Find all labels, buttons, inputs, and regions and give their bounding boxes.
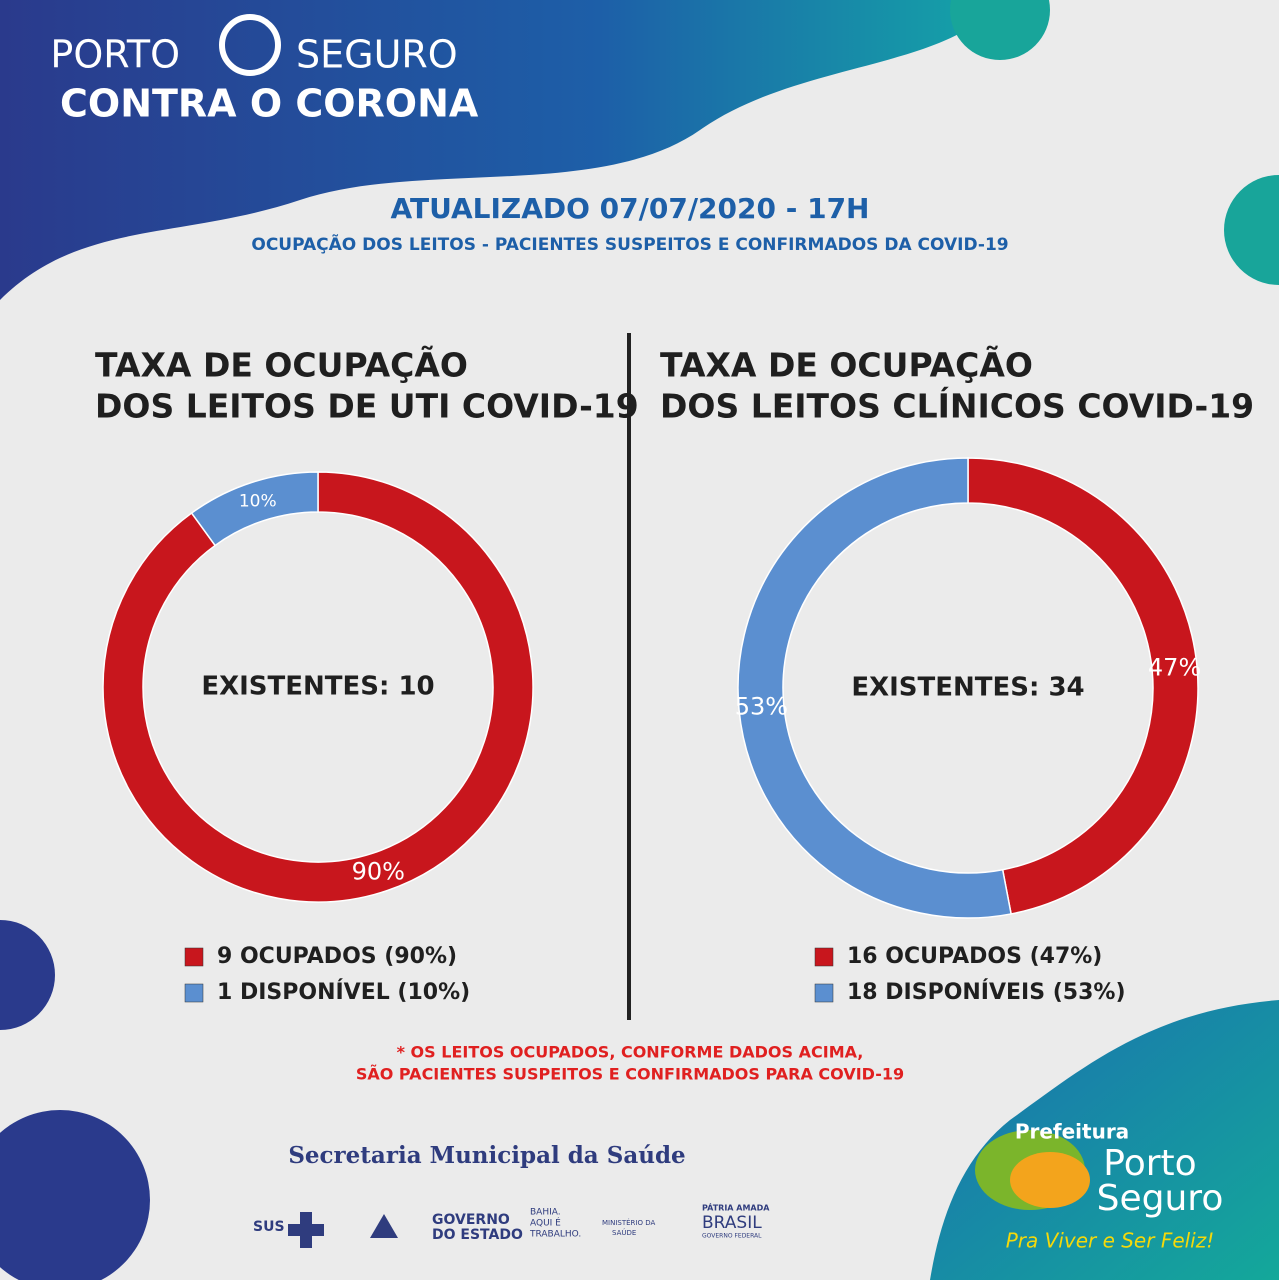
- logo-text: GOVERNO FEDERAL: [702, 1233, 762, 1240]
- legend-label: 1 DISPONÍVEL (10%): [217, 979, 470, 1005]
- data-label: 53%: [735, 693, 788, 721]
- center-label: EXISTENTES: 34: [851, 673, 1084, 703]
- legend-swatch: [814, 983, 834, 1003]
- legend-swatch: [814, 947, 834, 967]
- brand: SEGURO: [296, 33, 458, 77]
- logo-text: PÁTRIA AMADA: [702, 1202, 770, 1213]
- chart-title: TAXA DE OCUPAÇÃO: [660, 345, 1033, 385]
- footer-wave: [930, 1000, 1279, 1280]
- logo-text: BAHIA.: [530, 1208, 561, 1218]
- prefeitura-name: Seguro: [1097, 1178, 1224, 1219]
- donut-segment: [737, 457, 1012, 919]
- logo-text: DO ESTADO: [432, 1227, 523, 1243]
- tagline: CONTRA O CORONA: [60, 82, 479, 126]
- note: SÃO PACIENTES SUSPEITOS E CONFIRMADOS PA…: [356, 1065, 904, 1084]
- data-label: 90%: [352, 857, 405, 885]
- virus-decor: [0, 920, 150, 1280]
- logo-text: BRASIL: [702, 1213, 762, 1233]
- legend-label: 16 OCUPADOS (47%): [847, 944, 1102, 969]
- logo-icon: [219, 14, 281, 76]
- data-label: 47%: [1148, 653, 1201, 681]
- brand: PORTO: [50, 33, 180, 77]
- center-label: EXISTENTES: 10: [201, 672, 434, 702]
- note: * OS LEITOS OCUPADOS, CONFORME DADOS ACI…: [397, 1043, 864, 1062]
- virus-decor: [950, 0, 1279, 285]
- prefeitura-name: Porto: [1103, 1143, 1196, 1184]
- legend-label: 9 OCUPADOS (90%): [217, 944, 457, 969]
- logo-text: MINISTÉRIO DA: [602, 1218, 655, 1227]
- logo-icon: [370, 1214, 398, 1238]
- slogan: Pra Viver e Ser Feliz!: [1006, 1229, 1215, 1253]
- logo-text: SUS: [253, 1219, 285, 1235]
- logo-icon: [1010, 1152, 1090, 1208]
- data-label: 10%: [239, 492, 277, 512]
- donut-segment: [190, 471, 319, 547]
- prefeitura: Prefeitura: [1015, 1120, 1129, 1144]
- logo-text: GOVERNO: [432, 1212, 510, 1228]
- chart-title: DOS LEITOS DE UTI COVID-19: [95, 387, 639, 426]
- logo-text: TRABALHO.: [529, 1230, 581, 1240]
- logo-text: SAÚDE: [612, 1228, 636, 1237]
- legend-label: 18 DISPONÍVEIS (53%): [847, 979, 1126, 1005]
- chart-title: DOS LEITOS CLÍNICOS COVID-19: [660, 386, 1254, 426]
- partner-logos: SUS GOVERNO DO ESTADO BAHIA. AQUI É TRAB…: [253, 1202, 770, 1248]
- secretaria: Secretaria Municipal da Saúde: [288, 1142, 685, 1169]
- donut-segment: [102, 471, 534, 903]
- legend-swatch: [184, 983, 204, 1003]
- subtitle: OCUPAÇÃO DOS LEITOS - PACIENTES SUSPEITO…: [251, 232, 1008, 255]
- legend-swatch: [184, 947, 204, 967]
- logo-icon: [288, 1212, 324, 1248]
- chart-title: TAXA DE OCUPAÇÃO: [95, 345, 468, 385]
- updated: ATUALIZADO 07/07/2020 - 17H: [391, 192, 870, 225]
- logo-text: AQUI É: [530, 1217, 561, 1229]
- donut-segment: [967, 457, 1199, 915]
